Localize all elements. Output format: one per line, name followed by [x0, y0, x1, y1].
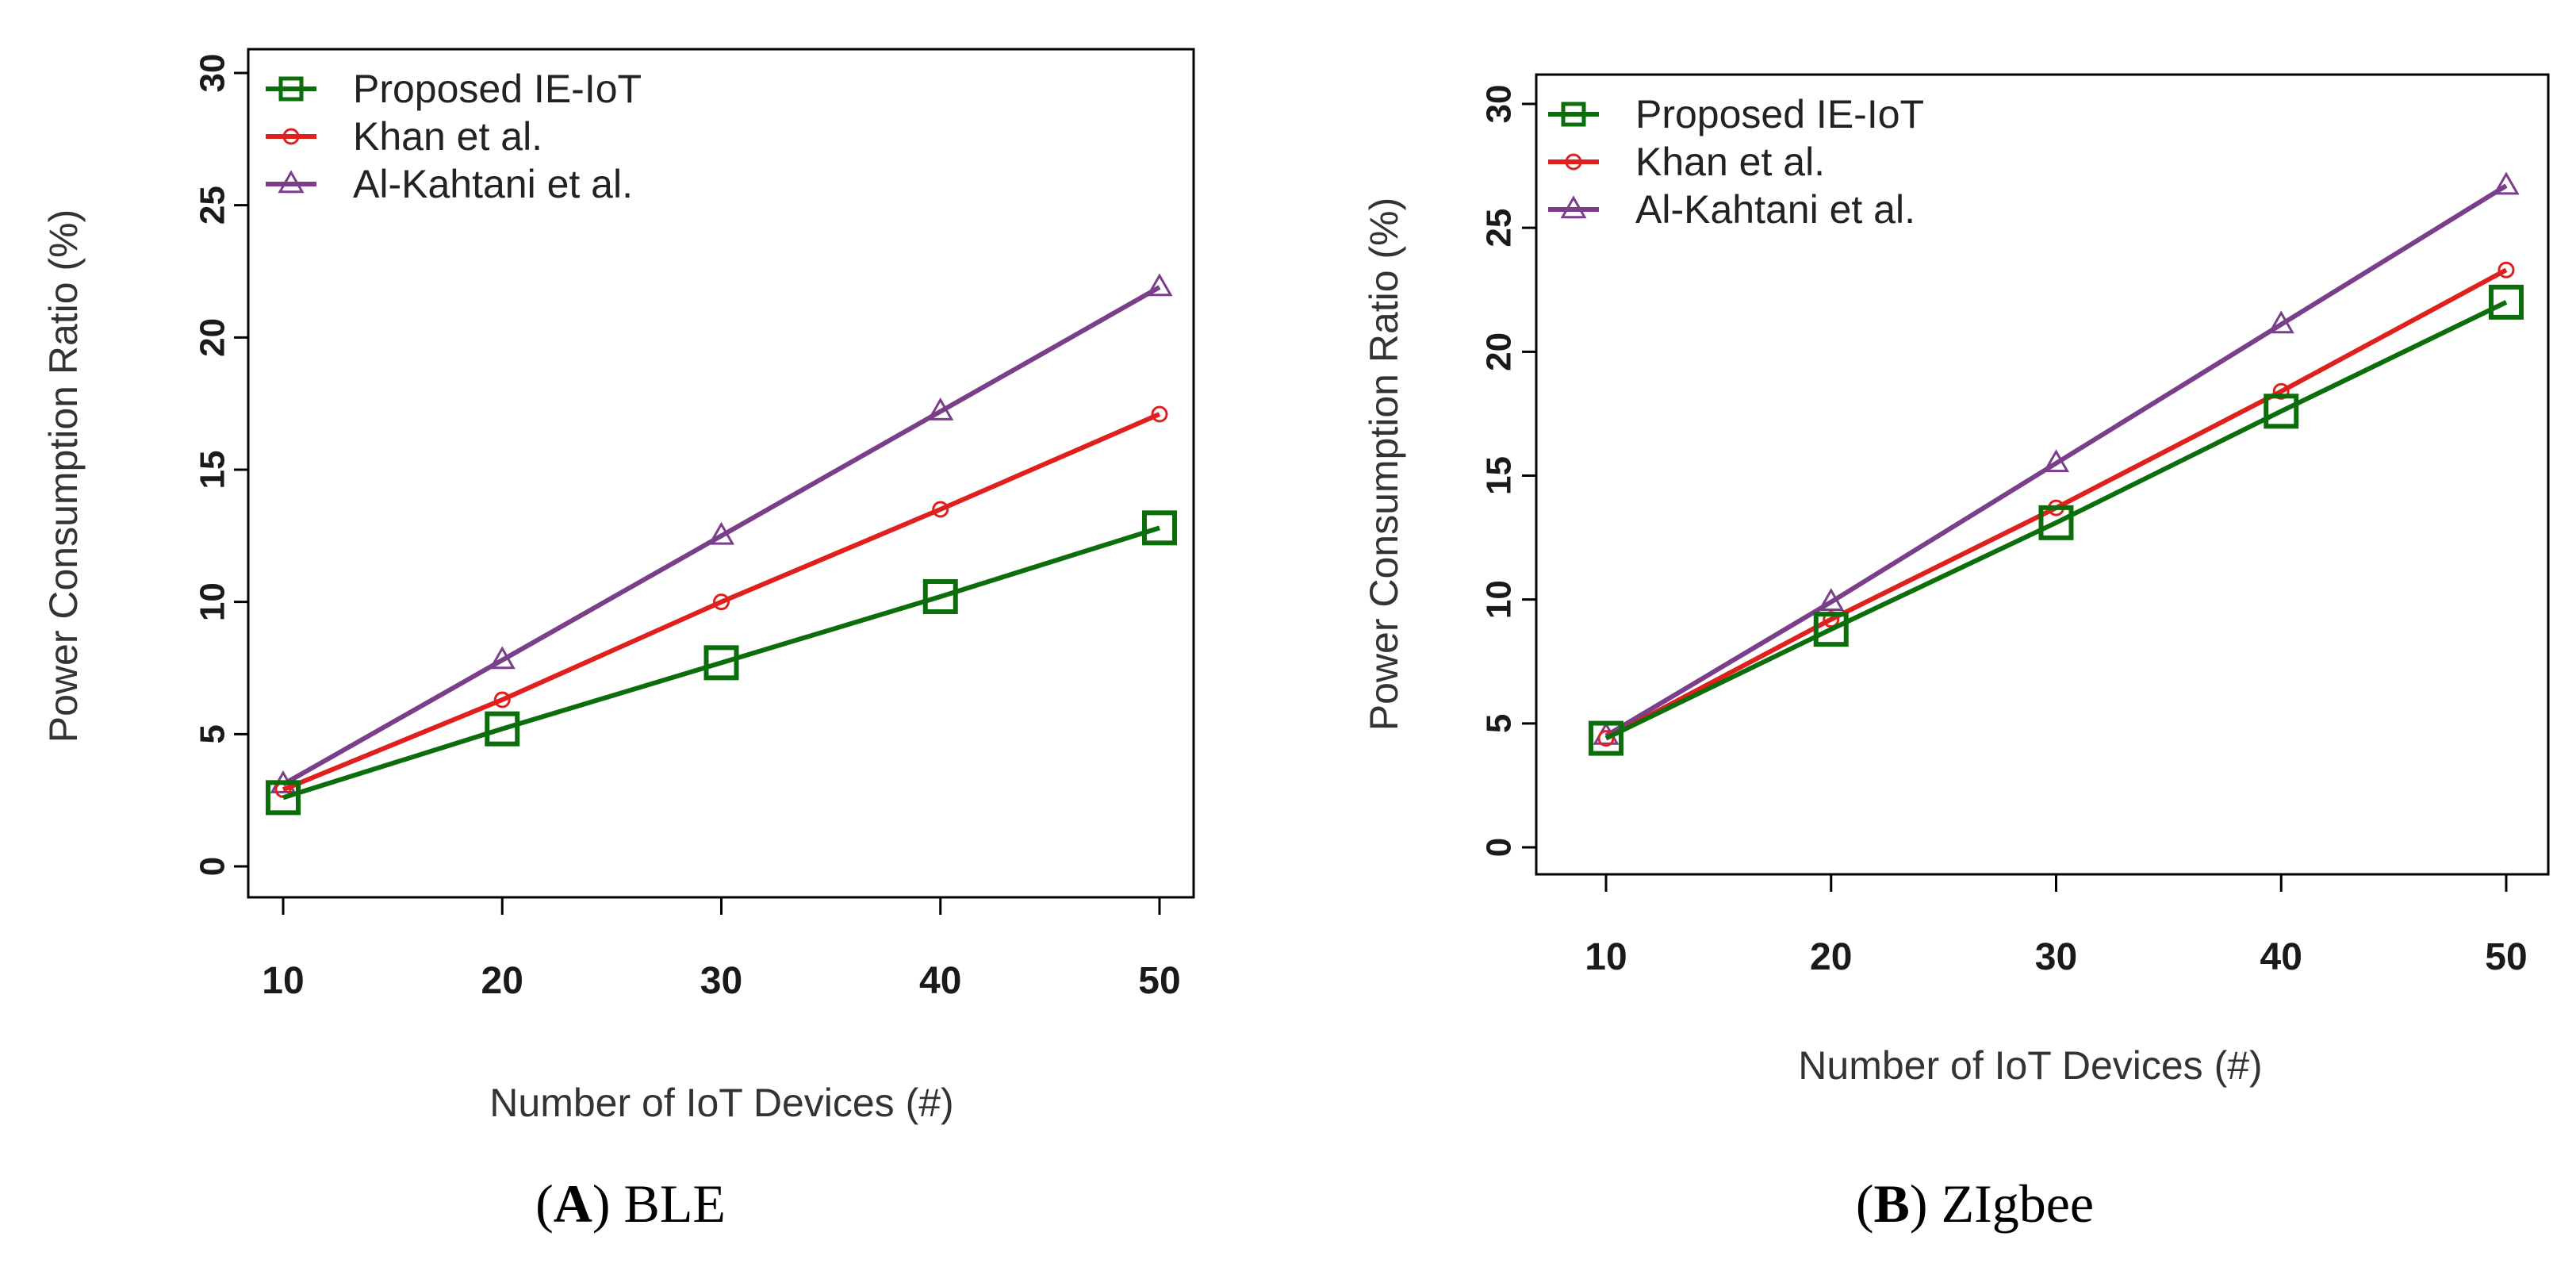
x-tick-label: 50 — [2485, 936, 2527, 978]
y-tick-label: 10 — [194, 582, 232, 621]
data-point — [2493, 171, 2520, 195]
data-point — [2497, 261, 2515, 278]
series-line-khan-et-al- — [1604, 267, 2508, 741]
legend-entry-label: Khan et al. — [353, 114, 542, 159]
series-line-al-kahtani-et-al- — [282, 285, 1161, 787]
data-point — [932, 501, 949, 518]
chart-panel-B: 0 5 10 15 20 25 30 10 20 30 40 50 Number of IoT Devi… — [1362, 73, 2550, 1234]
y-tick-label: 20 — [194, 318, 232, 357]
y-tick-label: 5 — [1480, 714, 1519, 733]
caption-text: ZIgbee — [1942, 1173, 2095, 1234]
data-point — [1146, 273, 1173, 297]
x-tick-label: 40 — [2260, 936, 2302, 978]
data-point — [707, 521, 735, 545]
caption-paren-open: ( — [535, 1173, 554, 1234]
series-line-proposed-ie-iot — [282, 525, 1160, 801]
data-point — [713, 593, 730, 611]
x-tick-label: 40 — [919, 960, 961, 1002]
data-point — [2267, 310, 2294, 334]
caption-paren-close: ) — [592, 1173, 624, 1234]
y-axis-title: Power Consumption Ratio (%) — [1362, 198, 1406, 731]
y-tick-label: 15 — [1480, 456, 1519, 495]
data-point — [2489, 284, 2524, 320]
data-point — [489, 646, 516, 670]
data-point — [1589, 720, 1623, 756]
legend-entry-label: Al-Kahtani et al. — [353, 162, 633, 206]
x-tick-label: 20 — [1810, 936, 1852, 978]
data-point — [266, 780, 301, 816]
x-axis-title: Number of IoT Devices (#) — [489, 1081, 953, 1125]
data-point — [1597, 730, 1615, 747]
legend-marker — [1565, 153, 1582, 171]
y-tick-label: 0 — [194, 857, 232, 876]
data-point — [1813, 612, 1849, 647]
legend-marker — [278, 76, 304, 102]
y-tick-label: 25 — [194, 186, 232, 225]
panel-caption: (B) ZIgbee — [1856, 1173, 2094, 1234]
data-point — [2272, 382, 2290, 400]
x-tick-label: 30 — [2035, 936, 2077, 978]
x-tick-label: 20 — [481, 960, 523, 1002]
y-tick-label: 30 — [194, 54, 232, 93]
data-point — [1818, 588, 1845, 612]
legend-marker — [1561, 102, 1586, 127]
legend-marker — [1560, 195, 1587, 219]
y-tick-label: 0 — [1480, 838, 1519, 857]
series-line-khan-et-al- — [282, 412, 1161, 793]
caption-text: BLE — [623, 1173, 725, 1234]
panel-caption: (A) BLE — [535, 1173, 726, 1234]
data-point — [922, 579, 958, 614]
data-point — [485, 711, 520, 747]
x-tick-label: 10 — [1585, 936, 1627, 978]
y-axis-title: Power Consumption Ratio (%) — [41, 209, 86, 743]
data-point — [1142, 510, 1177, 546]
y-tick-label: 15 — [194, 451, 232, 490]
data-point — [493, 691, 511, 708]
panel-label: B — [1874, 1173, 1910, 1234]
y-tick-label: 20 — [1480, 332, 1519, 371]
x-axis-title: Number of IoT Devices (#) — [1798, 1043, 2262, 1088]
caption-paren-close: ) — [1910, 1173, 1942, 1234]
data-point — [2264, 394, 2299, 429]
y-tick-label: 30 — [1480, 85, 1519, 124]
legend-entry-label: Proposed IE-IoT — [1635, 92, 1924, 136]
panel-label: A — [554, 1173, 592, 1234]
data-point — [927, 397, 954, 420]
legend-entry-label: Khan et al. — [1635, 140, 1825, 184]
x-tick-label: 50 — [1138, 960, 1180, 1002]
data-point — [2038, 505, 2074, 540]
x-tick-label: 10 — [262, 960, 304, 1002]
x-tick-label: 30 — [700, 960, 742, 1002]
series-line-proposed-ie-iot — [1604, 300, 2508, 741]
data-point — [703, 645, 739, 681]
y-tick-label: 10 — [1480, 580, 1519, 619]
y-tick-label: 5 — [194, 724, 232, 743]
y-tick-label: 25 — [1480, 209, 1519, 248]
legend-entry-label: Al-Kahtani et al. — [1635, 187, 1915, 232]
series-line-al-kahtani-et-al- — [1604, 183, 2508, 739]
legend-marker — [278, 170, 305, 194]
data-point — [1151, 405, 1168, 423]
caption-paren-open: ( — [1856, 1173, 1874, 1234]
data-point — [2042, 449, 2070, 473]
legend-marker — [282, 128, 300, 145]
chart-panel-A: 0 5 10 15 20 25 30 10 20 30 40 50 Number of IoT Devi… — [41, 48, 1195, 1234]
legend-entry-label: Proposed IE-IoT — [353, 67, 642, 111]
